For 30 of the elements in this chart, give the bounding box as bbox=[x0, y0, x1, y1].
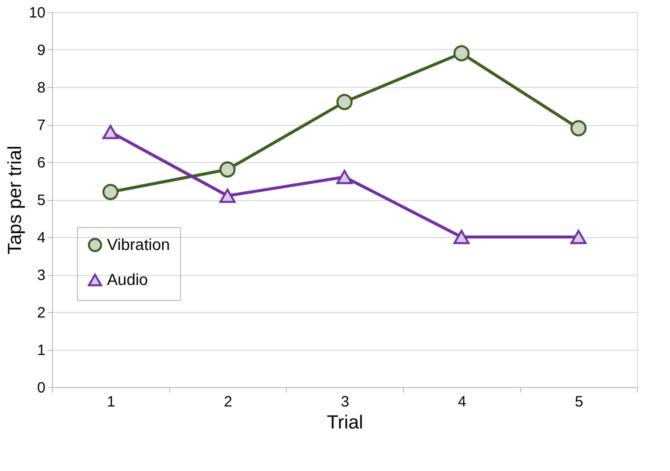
y-tick-label: 10 bbox=[28, 4, 46, 22]
y-tick-label: 9 bbox=[37, 42, 46, 59]
legend-label: Audio bbox=[107, 272, 148, 289]
legend-label: Vibration bbox=[107, 237, 170, 254]
point bbox=[102, 184, 119, 200]
y-tick-label: 6 bbox=[37, 154, 46, 172]
point bbox=[453, 230, 470, 244]
y-tick-label: 1 bbox=[37, 342, 46, 359]
point bbox=[570, 120, 587, 136]
x-tick-label: 3 bbox=[340, 394, 350, 410]
x-axis-title: Trial bbox=[326, 412, 364, 434]
y-tick-label: 2 bbox=[37, 304, 46, 322]
point bbox=[219, 161, 236, 178]
y-tick-label: 3 bbox=[37, 267, 46, 284]
y-axis-title: Taps per trial bbox=[4, 146, 26, 254]
point bbox=[453, 45, 470, 62]
y-tick-label: 7 bbox=[37, 117, 46, 134]
point bbox=[570, 230, 587, 244]
x-tick-label: 5 bbox=[574, 394, 584, 410]
x-tick-label: 1 bbox=[106, 394, 116, 410]
point bbox=[336, 94, 353, 110]
y-tick-label: 8 bbox=[37, 80, 46, 96]
point bbox=[102, 124, 119, 140]
y-tick-label: 5 bbox=[37, 192, 46, 209]
point bbox=[336, 170, 353, 184]
point bbox=[219, 188, 236, 203]
x-tick-label: 2 bbox=[224, 394, 232, 410]
x-tick-label: 4 bbox=[458, 394, 466, 410]
y-tick-label: 0 bbox=[37, 380, 46, 396]
y-tick-label: 4 bbox=[37, 230, 46, 246]
